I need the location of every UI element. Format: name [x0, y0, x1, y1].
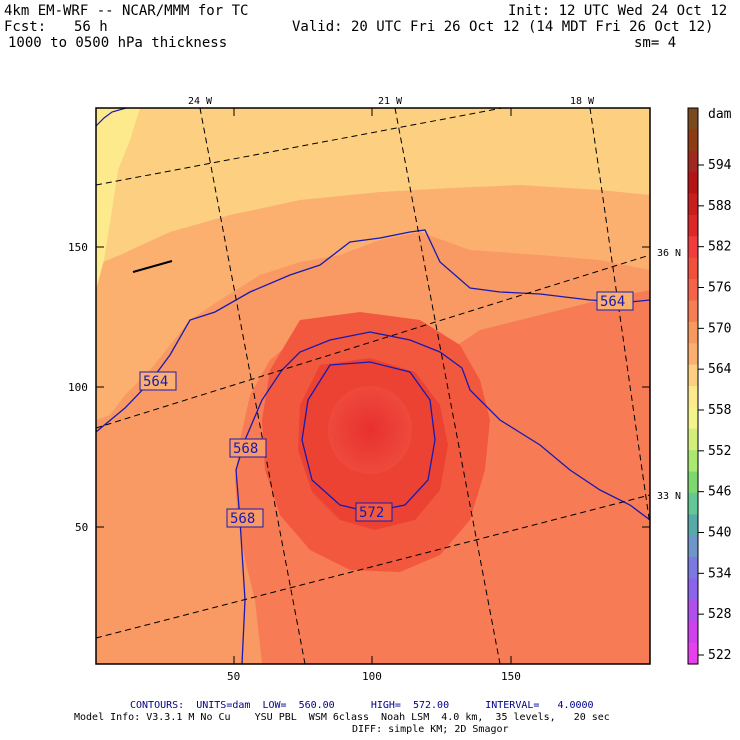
contour-label-564-west: 564 [139, 371, 177, 391]
x-tick-150: 150 [501, 670, 521, 683]
colorbar-level-label: 570 [708, 321, 731, 336]
colorbar-level-label: 552 [708, 444, 731, 459]
valid-time: Valid: 20 UTC Fri 26 Oct 12 (14 MDT Fri … [292, 19, 714, 35]
colorbar-level-label: 522 [708, 648, 731, 663]
region-560 [96, 108, 650, 265]
colorbar-swatch [688, 364, 698, 387]
contour-label-568-upper: 568 [229, 438, 267, 458]
colorbar-swatch [688, 129, 698, 152]
colorbar-swatch [688, 514, 698, 537]
colorbar-level-label: 582 [708, 240, 731, 255]
latlon-grid [96, 108, 650, 664]
contour-564 [96, 229, 650, 433]
colorbar-swatch [688, 450, 698, 473]
contour-568 [235, 331, 650, 664]
model-info: Model Info: V3.3.1 M No Cu YSU PBL WSM 6… [74, 712, 610, 723]
diffusion-info: DIFF: simple KM; 2D Smagor [352, 724, 509, 735]
contour-label-564-east: 564 [596, 291, 634, 311]
colorbar-swatch [688, 172, 698, 195]
colorbar-swatch [688, 193, 698, 216]
colorbar-swatch [688, 236, 698, 259]
lat-label-36n: 36 N [657, 248, 681, 259]
colorbar-swatch [688, 428, 698, 451]
y-tick-100: 100 [68, 381, 88, 394]
colorbar-swatch [688, 214, 698, 237]
colorbar-swatch [688, 300, 698, 323]
colorbar-swatch [688, 150, 698, 173]
colorbar-swatch [688, 257, 698, 280]
y-tick-150: 150 [68, 241, 88, 254]
x-tick-100: 100 [362, 670, 382, 683]
init-time: Init: 12 UTC Wed 24 Oct 12 [508, 3, 728, 19]
colorbar [688, 108, 698, 665]
colorbar-swatch [688, 386, 698, 408]
frame-ticks [96, 108, 650, 664]
wind-barb [132, 260, 173, 273]
contour-label-572: 572 [355, 502, 393, 522]
colorbar-swatch [688, 343, 698, 366]
colorbar-swatch [688, 492, 698, 515]
lat-label-33n: 33 N [657, 491, 681, 502]
svg-text:568: 568 [230, 511, 255, 527]
svg-text:572: 572 [359, 505, 384, 521]
lon-label-24w: 24 W [188, 96, 213, 107]
colorbar-level-label: 564 [708, 362, 732, 377]
colorbar-swatch [688, 407, 698, 430]
region-572 [328, 386, 412, 474]
colorbar-swatch [688, 321, 698, 344]
colorbar-units: dam [708, 107, 732, 122]
field-name: 1000 to 0500 hPa thickness [8, 35, 228, 51]
colorbar-swatch [688, 642, 698, 665]
x-tick-50: 50 [227, 670, 240, 683]
colorbar-swatch [688, 471, 698, 494]
colorbar-swatch [688, 557, 698, 580]
colorbar-level-label: 594 [708, 158, 732, 173]
colorbar-level-label: 576 [708, 281, 731, 296]
colorbar-labels: 594 588 582 576 570 564 558 552 546 540 534 528 522 [698, 158, 732, 663]
region-558 [96, 108, 140, 290]
colorbar-level-label: 534 [708, 566, 732, 581]
y-tick-50: 50 [75, 521, 88, 534]
contour-572 [301, 361, 436, 513]
coastline [95, 107, 127, 127]
shaded-field [96, 108, 650, 664]
colorbar-swatch [688, 599, 698, 622]
colorbar-level-label: 558 [708, 403, 731, 418]
svg-text:564: 564 [600, 294, 625, 310]
svg-text:568: 568 [233, 441, 258, 457]
forecast-hour: 56 h [74, 19, 108, 35]
colorbar-swatch [688, 279, 698, 302]
colorbar-level-label: 588 [708, 199, 731, 214]
svg-text:564: 564 [143, 374, 168, 390]
model-title: 4km EM-WRF -- NCAR/MMM for TC [4, 3, 249, 19]
colorbar-level-label: 540 [708, 526, 731, 541]
colorbar-swatch [688, 108, 698, 130]
contour-info: CONTOURS: UNITS=dam LOW= 560.00 HIGH= 57… [130, 700, 594, 711]
colorbar-level-label: 546 [708, 485, 731, 500]
lon-label-18w: 18 W [570, 96, 595, 107]
colorbar-swatch [688, 621, 698, 644]
plot-frame [95, 107, 651, 665]
colorbar-swatch [688, 578, 698, 601]
colorbar-level-label: 528 [708, 607, 731, 622]
contour-lines [96, 229, 650, 664]
colorbar-swatch [688, 535, 698, 558]
forecast-label: Fcst: [4, 19, 47, 35]
smoothing-value: sm= 4 [634, 35, 677, 51]
contour-label-568-lower: 568 [226, 508, 264, 528]
lon-label-21w: 21 W [378, 96, 403, 107]
colorbar-frame [687, 107, 699, 665]
